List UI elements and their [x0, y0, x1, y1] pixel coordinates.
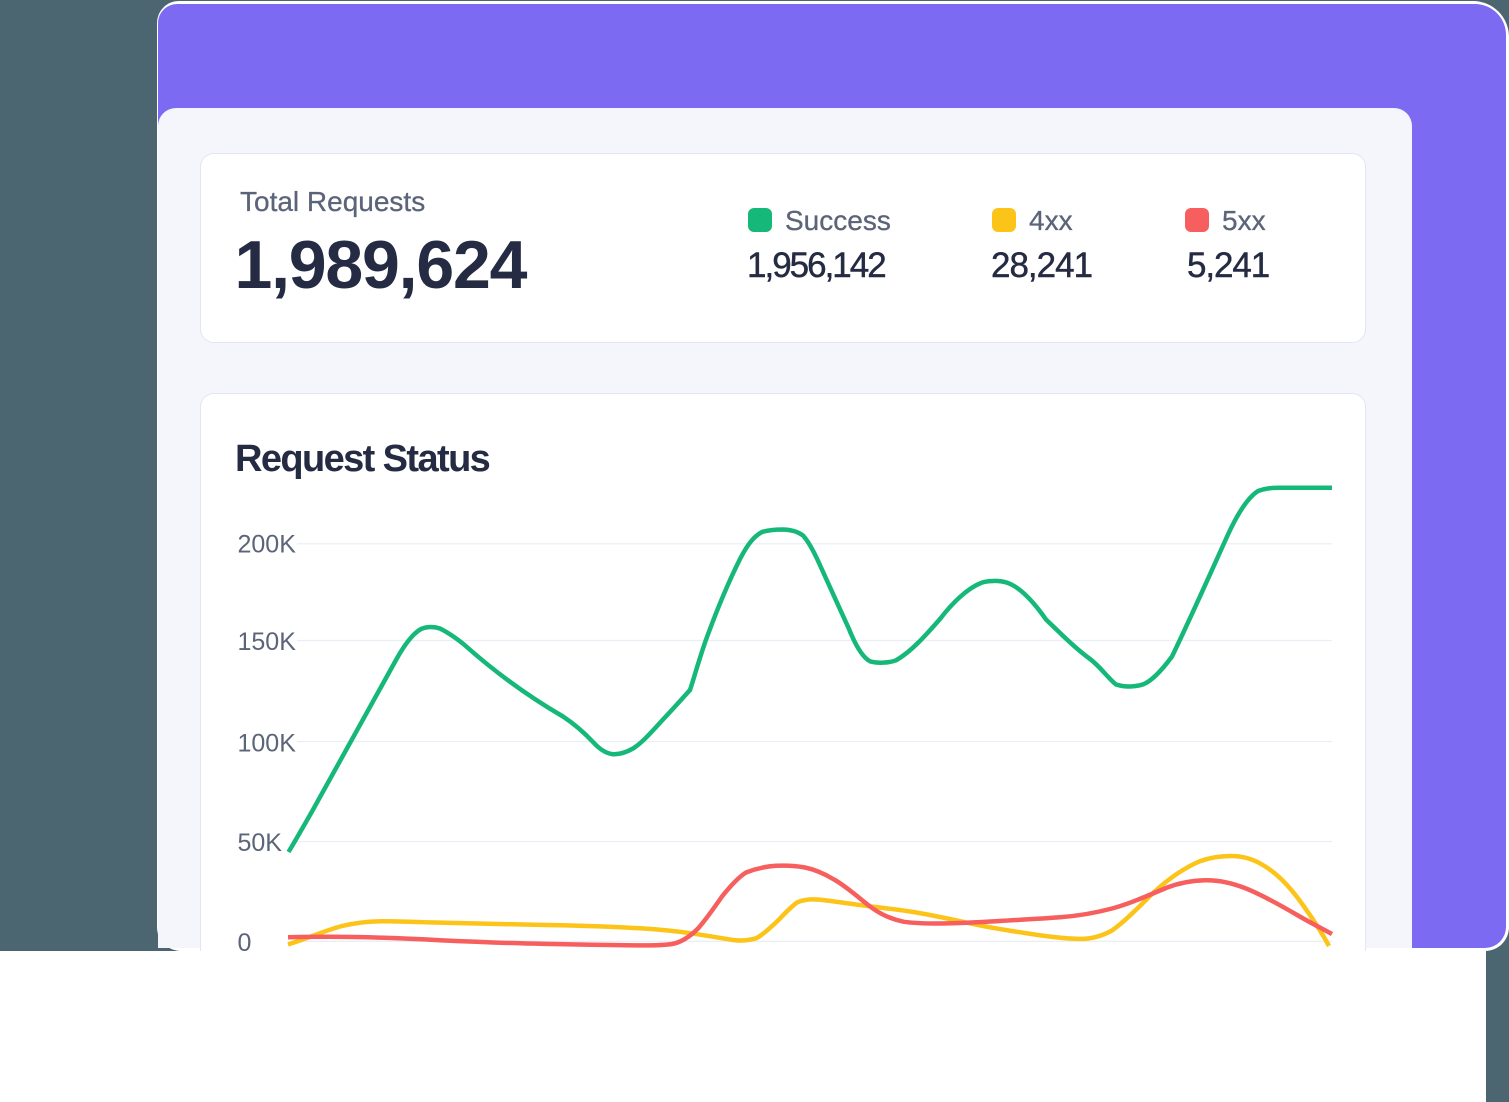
svg-text:100K: 100K	[238, 729, 297, 757]
svg-text:0: 0	[238, 929, 252, 957]
svg-text:150K: 150K	[238, 628, 297, 656]
svg-text:50K: 50K	[238, 829, 283, 857]
svg-text:200K: 200K	[238, 531, 297, 559]
